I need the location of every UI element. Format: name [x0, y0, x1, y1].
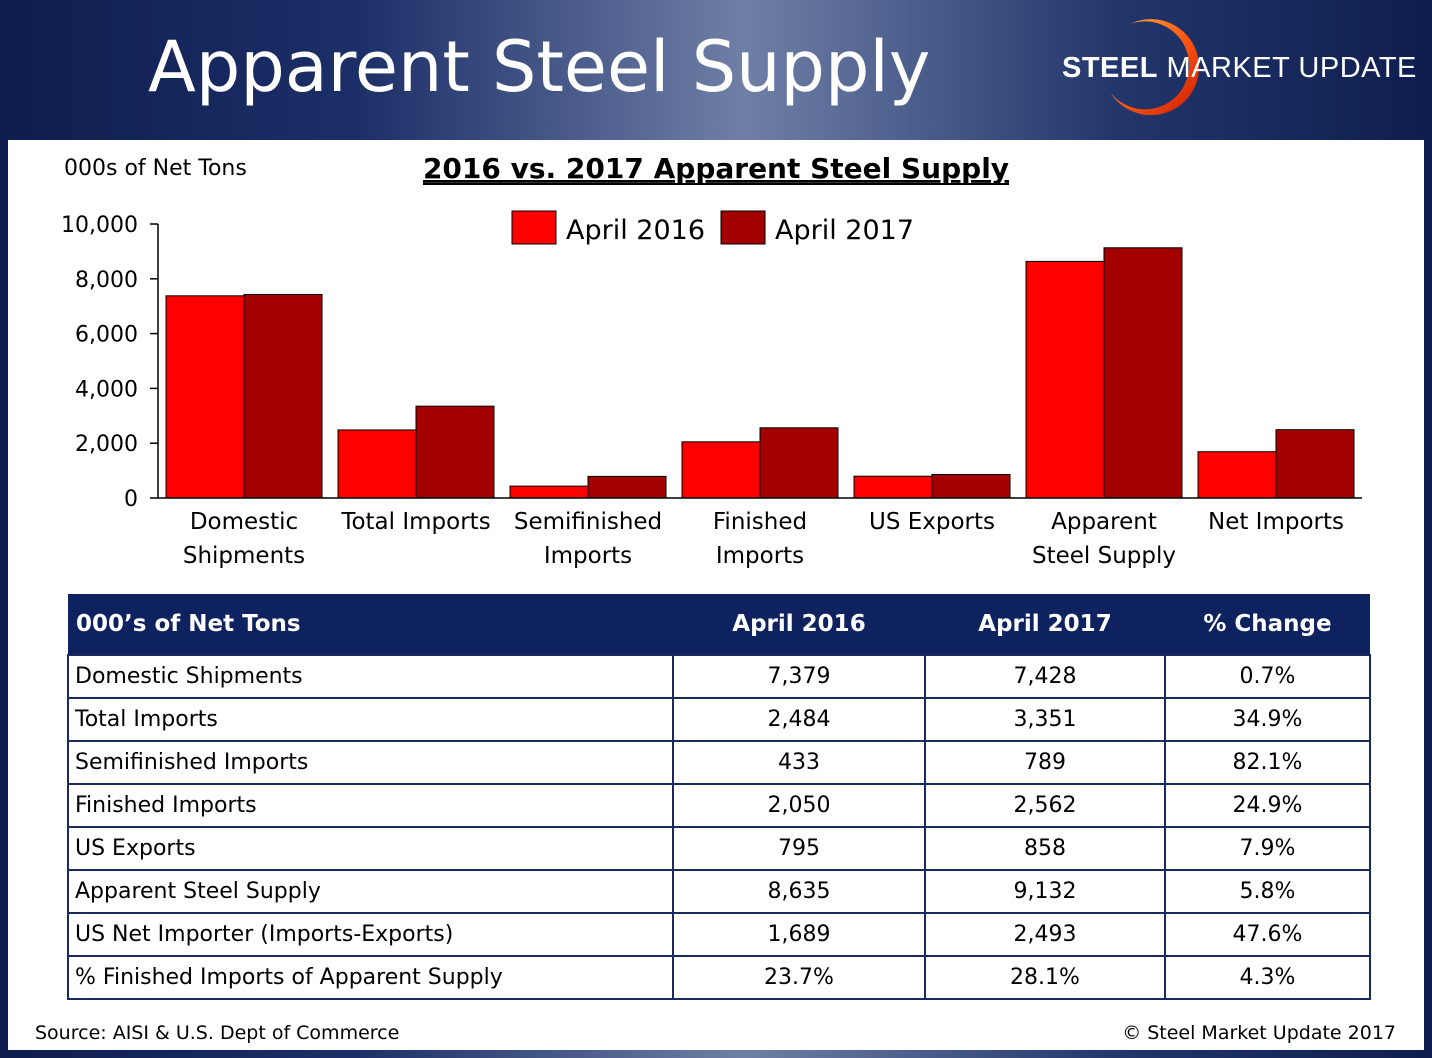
- x-tick-label: Steel Supply: [1032, 543, 1176, 569]
- y-tick-label: 0: [124, 487, 138, 512]
- cell-pct-change: 4.3%: [1164, 955, 1371, 1000]
- slide-title: Apparent Steel Supply: [148, 26, 931, 108]
- copyright-note: © Steel Market Update 2017: [1122, 1022, 1396, 1044]
- bar-april-2016: [681, 441, 761, 499]
- cell-april-2017: 7,428: [924, 654, 1166, 699]
- x-tick-label: Imports: [716, 543, 804, 569]
- table-header-row: 000’s of Net Tons April 2016 April 2017 …: [68, 594, 1370, 655]
- x-tick-label: US Exports: [869, 509, 995, 535]
- row-label: Domestic Shipments: [67, 654, 674, 699]
- x-axis-labels: Domestic Shipments Total Imports Semifinish…: [183, 509, 1344, 569]
- row-label: US Net Importer (Imports-Exports): [67, 912, 674, 957]
- x-tick-label: Net Imports: [1208, 509, 1344, 535]
- cell-pct-change: 24.9%: [1164, 783, 1371, 828]
- bar-series: [165, 247, 1355, 499]
- row-label: Semifinished Imports: [67, 740, 674, 785]
- row-label: Total Imports: [67, 697, 674, 742]
- cell-april-2016: 2,050: [672, 783, 926, 828]
- table-row: Finished Imports 2,050 2,562 24.9%: [67, 783, 1371, 828]
- bar-april-2016: [853, 475, 933, 499]
- chart-title: 2016 vs. 2017 Apparent Steel Supply: [423, 152, 1009, 185]
- slide-header: Apparent Steel Supply STEEL MARKET UPDAT…: [0, 0, 1432, 138]
- table-row: % Finished Imports of Apparent Supply 23…: [67, 955, 1371, 1000]
- cell-april-2016: 1,689: [672, 912, 926, 957]
- y-tick-label: 10,000: [61, 213, 138, 238]
- table-header-label: 000’s of Net Tons: [68, 594, 673, 655]
- x-tick-label: Finished: [713, 509, 807, 535]
- chart-legend: April 2016 April 2017: [511, 210, 914, 246]
- cell-april-2017: 3,351: [924, 697, 1166, 742]
- bar-april-2017: [587, 475, 667, 499]
- cell-april-2017: 858: [924, 826, 1166, 871]
- cell-april-2017: 2,562: [924, 783, 1166, 828]
- cell-april-2016: 7,379: [672, 654, 926, 699]
- cell-pct-change: 5.8%: [1164, 869, 1371, 914]
- table-header-april-2017: April 2017: [925, 594, 1165, 655]
- row-label: Apparent Steel Supply: [67, 869, 674, 914]
- table-header-april-2016: April 2016: [673, 594, 925, 655]
- legend-label: April 2016: [566, 215, 705, 246]
- row-label: Finished Imports: [67, 783, 674, 828]
- x-tick-label: Imports: [544, 543, 632, 569]
- y-axis-label: 000s of Net Tons: [64, 156, 247, 181]
- x-tick-label: Apparent: [1051, 509, 1157, 535]
- x-tick-label: Shipments: [183, 543, 305, 569]
- y-tick-label: 2,000: [75, 432, 138, 457]
- cell-april-2017: 2,493: [924, 912, 1166, 957]
- bar-april-2017: [931, 473, 1011, 499]
- legend-label: April 2017: [775, 215, 914, 246]
- bar-april-2017: [1275, 429, 1355, 499]
- y-tick-label: 4,000: [75, 377, 138, 402]
- bar-april-2016: [165, 295, 245, 499]
- cell-april-2017: 28.1%: [924, 955, 1166, 1000]
- source-note: Source: AISI & U.S. Dept of Commerce: [35, 1022, 400, 1044]
- bar-april-2016: [1025, 260, 1105, 499]
- cell-pct-change: 82.1%: [1164, 740, 1371, 785]
- bar-april-2016: [509, 485, 589, 499]
- x-tick-label: Semifinished: [514, 509, 662, 535]
- cell-april-2016: 2,484: [672, 697, 926, 742]
- legend-swatch: [511, 210, 557, 245]
- cell-pct-change: 47.6%: [1164, 912, 1371, 957]
- row-label: % Finished Imports of Apparent Supply: [67, 955, 674, 1000]
- table-row: US Exports 795 858 7.9%: [67, 826, 1371, 871]
- bar-april-2017: [1103, 247, 1183, 499]
- x-tick-label: Total Imports: [340, 509, 490, 535]
- table-row: Total Imports 2,484 3,351 34.9%: [67, 697, 1371, 742]
- logo-text: STEEL MARKET UPDATE: [1062, 52, 1417, 84]
- table-header-pct-change: % Change: [1165, 594, 1370, 655]
- cell-april-2016: 433: [672, 740, 926, 785]
- cell-april-2017: 789: [924, 740, 1166, 785]
- row-label: US Exports: [67, 826, 674, 871]
- cell-pct-change: 0.7%: [1164, 654, 1371, 699]
- cell-april-2017: 9,132: [924, 869, 1166, 914]
- bar-april-2017: [759, 427, 839, 499]
- table-row: Apparent Steel Supply 8,635 9,132 5.8%: [67, 869, 1371, 914]
- cell-april-2016: 795: [672, 826, 926, 871]
- legend-swatch: [720, 210, 766, 245]
- bar-chart: 000s of Net Tons 2016 vs. 2017 Apparent …: [61, 152, 1362, 569]
- bar-april-2016: [337, 429, 417, 499]
- y-tick-label: 8,000: [75, 268, 138, 293]
- bar-april-2016: [1197, 451, 1277, 499]
- cell-pct-change: 7.9%: [1164, 826, 1371, 871]
- table-row: US Net Importer (Imports-Exports) 1,689 …: [67, 912, 1371, 957]
- cell-pct-change: 34.9%: [1164, 697, 1371, 742]
- x-tick-label: Domestic: [190, 509, 298, 535]
- bar-april-2017: [243, 293, 323, 499]
- bar-april-2017: [415, 405, 495, 499]
- supply-table: 000’s of Net Tons April 2016 April 2017 …: [67, 594, 1371, 1000]
- table-row: Domestic Shipments 7,379 7,428 0.7%: [67, 654, 1371, 699]
- cell-april-2016: 8,635: [672, 869, 926, 914]
- y-tick-label: 6,000: [75, 323, 138, 348]
- steel-market-update-logo: STEEL MARKET UPDATE: [1050, 12, 1420, 122]
- content-panel: 000s of Net Tons 2016 vs. 2017 Apparent …: [8, 140, 1424, 1050]
- table-row: Semifinished Imports 433 789 82.1%: [67, 740, 1371, 785]
- cell-april-2016: 23.7%: [672, 955, 926, 1000]
- y-axis-ticks: 0 2,000 4,000 6,000 8,000 10,000: [61, 213, 158, 512]
